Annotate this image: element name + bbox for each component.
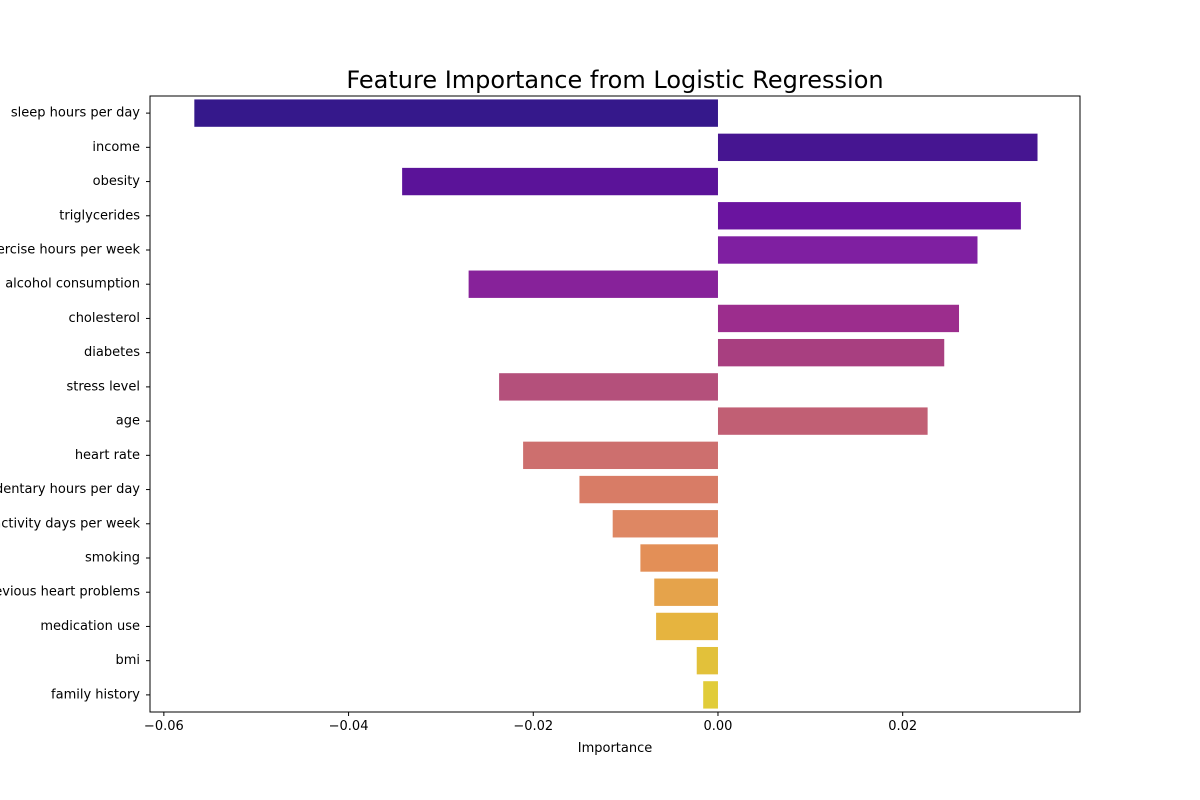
x-axis: −0.06 −0.04 −0.02 0.00 0.02: [144, 712, 917, 734]
bar: [717, 338, 945, 367]
y-tick-label: triglycerides: [59, 208, 140, 223]
y-tick-label: smoking: [85, 551, 140, 566]
bar: [523, 441, 718, 470]
y-tick-label: physical activity days per week: [0, 516, 140, 531]
bar: [654, 578, 718, 606]
y-axis: sleep hours per day income obesity triglyce…: [0, 106, 150, 702]
y-tick-label: family history: [51, 687, 140, 702]
y-tick-label: income: [92, 140, 140, 155]
x-tick-label: −0.04: [329, 719, 369, 734]
bar: [717, 236, 978, 264]
bar: [579, 475, 718, 504]
y-tick-label: sleep hours per day: [11, 106, 140, 121]
bar: [656, 612, 718, 641]
bar: [717, 304, 960, 333]
chart-title: Feature Importance from Logistic Regress…: [346, 66, 883, 94]
bars-group: [194, 99, 1038, 709]
plot-frame: [149, 95, 1081, 713]
y-tick-label: bmi: [115, 653, 140, 668]
bar: [402, 167, 718, 196]
x-tick-label: −0.02: [513, 719, 553, 734]
x-tick-label: 0.02: [888, 719, 917, 734]
x-tick-label: 0.00: [703, 719, 732, 734]
bar: [717, 407, 928, 435]
bar: [640, 544, 718, 572]
bar: [194, 99, 718, 127]
y-tick-label: exercise hours per week: [0, 243, 140, 258]
y-tick-label: obesity: [93, 174, 141, 189]
bar: [717, 133, 1038, 162]
bar: [499, 373, 718, 401]
x-axis-label: Importance: [578, 741, 653, 756]
x-tick-label: −0.06: [144, 719, 184, 734]
bar: [612, 510, 718, 538]
y-tick-label: previous heart problems: [0, 585, 140, 600]
bar: [696, 646, 718, 675]
y-tick-label: age: [116, 414, 140, 429]
y-tick-label: cholesterol: [69, 311, 140, 326]
y-tick-label: sedentary hours per day: [0, 482, 140, 497]
bar: [717, 202, 1021, 230]
y-tick-label: medication use: [40, 619, 140, 634]
bar: [703, 681, 718, 709]
y-tick-label: heart rate: [75, 448, 140, 463]
y-tick-label: alcohol consumption: [5, 277, 140, 292]
bar: [468, 270, 718, 298]
y-tick-label: stress level: [66, 379, 140, 394]
y-tick-label: diabetes: [84, 345, 140, 360]
